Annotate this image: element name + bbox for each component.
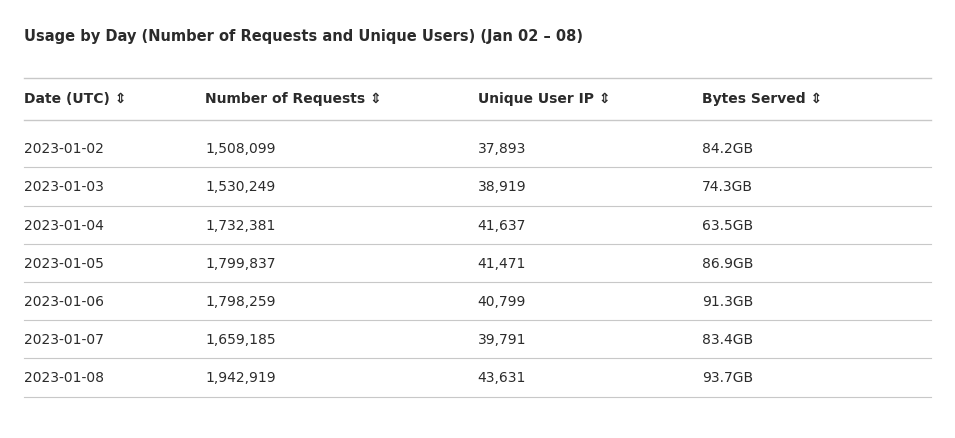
Text: 1,799,837: 1,799,837 — [205, 256, 276, 270]
Text: 93.7GB: 93.7GB — [702, 371, 753, 385]
Text: 43,631: 43,631 — [478, 371, 526, 385]
Text: 2023-01-02: 2023-01-02 — [24, 142, 104, 156]
Text: 2023-01-06: 2023-01-06 — [24, 294, 104, 308]
Text: 1,732,381: 1,732,381 — [205, 218, 276, 232]
Text: Usage by Day (Number of Requests and Unique Users) (Jan 02 – 08): Usage by Day (Number of Requests and Uni… — [24, 28, 583, 43]
Text: 84.2GB: 84.2GB — [702, 142, 753, 156]
Text: Unique User IP ⇕: Unique User IP ⇕ — [478, 92, 610, 106]
Text: 41,637: 41,637 — [478, 218, 526, 232]
Text: 2023-01-08: 2023-01-08 — [24, 371, 104, 385]
Text: 2023-01-07: 2023-01-07 — [24, 332, 104, 346]
Text: 37,893: 37,893 — [478, 142, 526, 156]
Text: Bytes Served ⇕: Bytes Served ⇕ — [702, 92, 822, 106]
Text: 86.9GB: 86.9GB — [702, 256, 753, 270]
Text: 1,508,099: 1,508,099 — [205, 142, 276, 156]
Text: 2023-01-03: 2023-01-03 — [24, 180, 104, 194]
Text: 83.4GB: 83.4GB — [702, 332, 753, 346]
Text: 91.3GB: 91.3GB — [702, 294, 753, 308]
Text: 63.5GB: 63.5GB — [702, 218, 753, 232]
Text: 39,791: 39,791 — [478, 332, 526, 346]
Text: 2023-01-05: 2023-01-05 — [24, 256, 104, 270]
Text: 1,530,249: 1,530,249 — [205, 180, 276, 194]
Text: 38,919: 38,919 — [478, 180, 526, 194]
Text: 1,659,185: 1,659,185 — [205, 332, 276, 346]
Text: 74.3GB: 74.3GB — [702, 180, 753, 194]
Text: 2023-01-04: 2023-01-04 — [24, 218, 104, 232]
Text: 1,942,919: 1,942,919 — [205, 371, 276, 385]
Text: Number of Requests ⇕: Number of Requests ⇕ — [205, 92, 382, 106]
Text: 1,798,259: 1,798,259 — [205, 294, 276, 308]
Text: 40,799: 40,799 — [478, 294, 526, 308]
Text: 41,471: 41,471 — [478, 256, 526, 270]
Text: Date (UTC) ⇕: Date (UTC) ⇕ — [24, 92, 126, 106]
